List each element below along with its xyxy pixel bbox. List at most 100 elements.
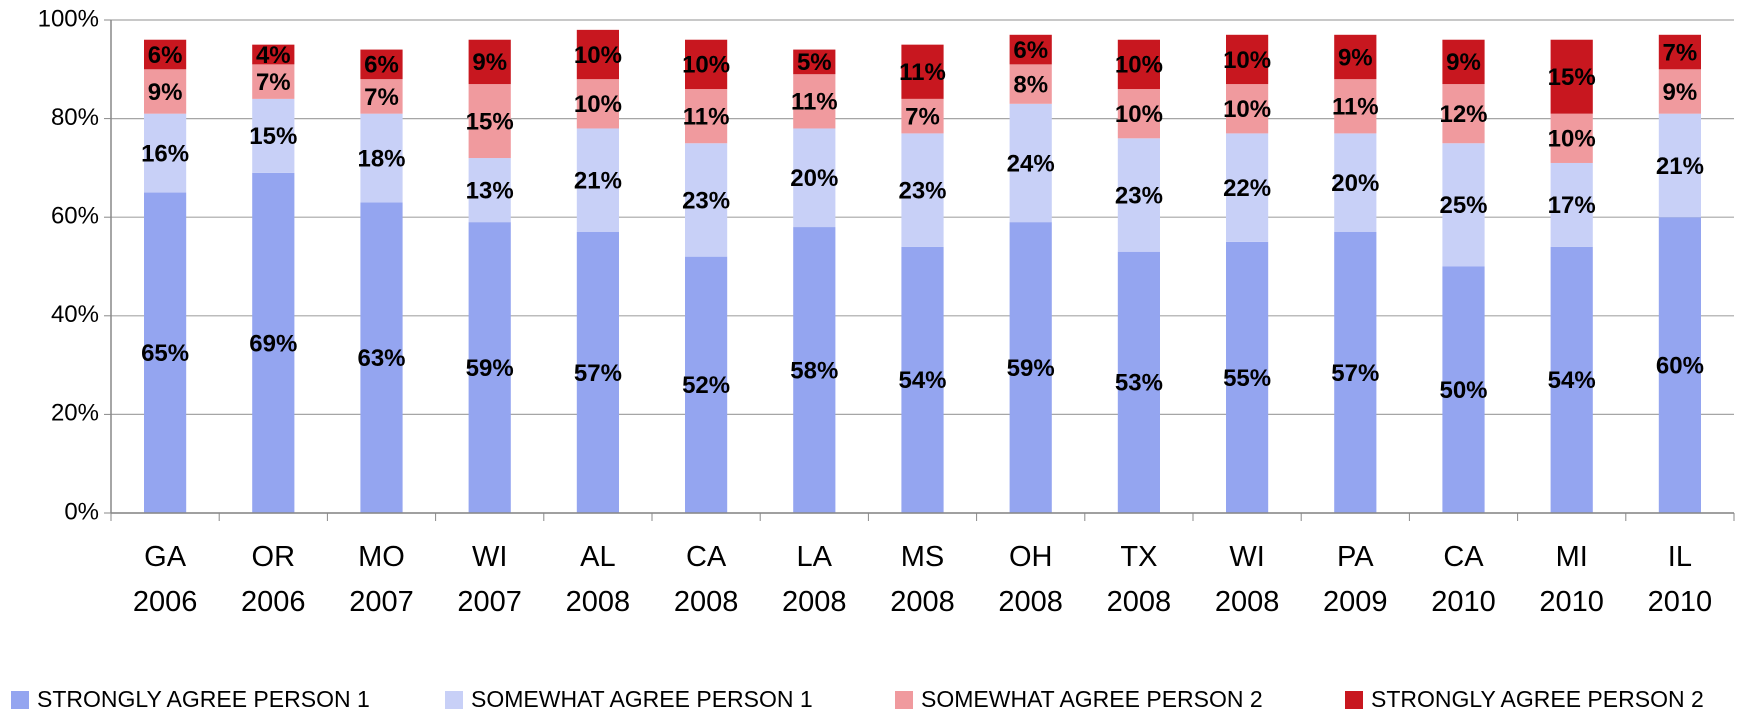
bar-segment: [360, 79, 403, 114]
data-label: 21%: [574, 168, 622, 195]
bar-segment: [1442, 84, 1485, 144]
x-tick-label: OR 2006: [241, 541, 306, 618]
data-label: 12%: [1439, 101, 1487, 128]
x-tick-label: CA 2010: [1431, 541, 1496, 618]
x-tick-label: OH 2008: [998, 541, 1063, 618]
bar-segment: [576, 128, 619, 232]
bar-segment: [901, 133, 944, 247]
bar-segment: [1009, 222, 1052, 513]
bar-segment: [576, 79, 619, 129]
data-label: 7%: [256, 69, 291, 96]
bar-segment: [1226, 133, 1269, 242]
bar-segment: [468, 158, 511, 223]
data-label: 53%: [1115, 370, 1163, 397]
bar-segment: [360, 49, 403, 80]
data-label: 7%: [1663, 39, 1698, 66]
bar-segment: [1009, 64, 1052, 104]
data-label: 21%: [1656, 153, 1704, 180]
y-tick-label: 60%: [51, 203, 99, 230]
bar-segment: [144, 192, 187, 514]
data-label: 17%: [1548, 192, 1596, 219]
data-label: 59%: [1007, 355, 1055, 382]
data-label: 10%: [574, 91, 622, 118]
data-label: 6%: [1013, 37, 1048, 64]
legend-label: SOMEWHAT AGREE PERSON 1: [471, 686, 813, 712]
y-tick-label: 40%: [51, 301, 99, 328]
bar-segment: [685, 143, 728, 257]
x-tick-label: MO 2007: [349, 541, 414, 618]
x-tick-label: TX 2008: [1106, 541, 1172, 618]
data-label: 13%: [466, 177, 514, 204]
bar-segment: [144, 39, 187, 70]
data-label: 20%: [790, 165, 838, 192]
data-label: 24%: [1007, 150, 1055, 177]
data-label: 60%: [1656, 352, 1704, 379]
data-label: 18%: [357, 145, 405, 172]
data-label: 55%: [1223, 365, 1271, 392]
data-label: 6%: [148, 42, 183, 69]
data-label: 9%: [1446, 49, 1481, 76]
bar-segment: [576, 29, 619, 80]
data-label: 65%: [141, 340, 189, 367]
legend-label: STRONGLY AGREE PERSON 2: [1371, 686, 1704, 712]
data-label: 54%: [898, 367, 946, 394]
data-label: 63%: [357, 345, 405, 372]
data-label: 7%: [905, 103, 940, 130]
bar-segment: [793, 74, 836, 129]
bar-segment: [1009, 103, 1052, 223]
data-label: 52%: [682, 372, 730, 399]
bar-segment: [1334, 79, 1377, 134]
bar-segment: [576, 231, 619, 514]
x-tick-label: LA 2008: [782, 541, 847, 618]
data-label: 23%: [898, 177, 946, 204]
bar-segment: [1550, 246, 1593, 513]
data-label: 4%: [256, 42, 291, 69]
bar-segment: [1658, 34, 1701, 70]
data-label: 11%: [899, 59, 946, 86]
data-label: 23%: [682, 187, 730, 214]
x-tick-label: PA 2009: [1323, 541, 1388, 618]
bar-segment: [793, 227, 836, 513]
data-label: 59%: [466, 355, 514, 382]
legend-label: SOMEWHAT AGREE PERSON 2: [921, 686, 1263, 712]
data-label: 9%: [1663, 79, 1698, 106]
bar-segment: [1550, 39, 1593, 114]
data-label: 54%: [1548, 367, 1596, 394]
data-label: 25%: [1439, 192, 1487, 219]
bar-segment: [360, 202, 403, 513]
data-label: 15%: [466, 108, 514, 135]
data-label: 57%: [574, 360, 622, 387]
bar-segment: [252, 44, 295, 65]
bar-segment: [1334, 231, 1377, 514]
data-label: 20%: [1331, 170, 1379, 197]
bar-segment: [901, 44, 944, 99]
data-label: 15%: [1548, 64, 1596, 91]
data-label: 16%: [141, 140, 189, 167]
bar-segment: [1658, 69, 1701, 114]
bar-segment: [1334, 34, 1377, 80]
data-label: 5%: [797, 49, 832, 76]
bar-segment: [252, 98, 295, 173]
data-label: 9%: [148, 79, 183, 106]
bar-segment: [1226, 84, 1269, 134]
legend-swatch: [895, 691, 913, 709]
bar-segment: [1117, 39, 1160, 90]
data-label: 9%: [1338, 44, 1373, 71]
x-tick-label: IL 2010: [1647, 541, 1713, 618]
legend-swatch: [1345, 691, 1363, 709]
bar-segment: [1117, 138, 1160, 252]
data-label: 10%: [1223, 96, 1271, 123]
y-tick-label: 0%: [64, 498, 99, 525]
data-label: 11%: [791, 89, 838, 116]
bar-segment: [1658, 217, 1701, 513]
x-tick-label: WI 2007: [457, 541, 522, 618]
bar-segment: [1442, 143, 1485, 267]
data-label: 9%: [472, 49, 507, 76]
bar-segment: [793, 49, 836, 75]
bar-segment: [252, 64, 295, 99]
data-label: 15%: [249, 123, 297, 150]
data-label: 57%: [1331, 360, 1379, 387]
bar-segment: [685, 89, 728, 144]
